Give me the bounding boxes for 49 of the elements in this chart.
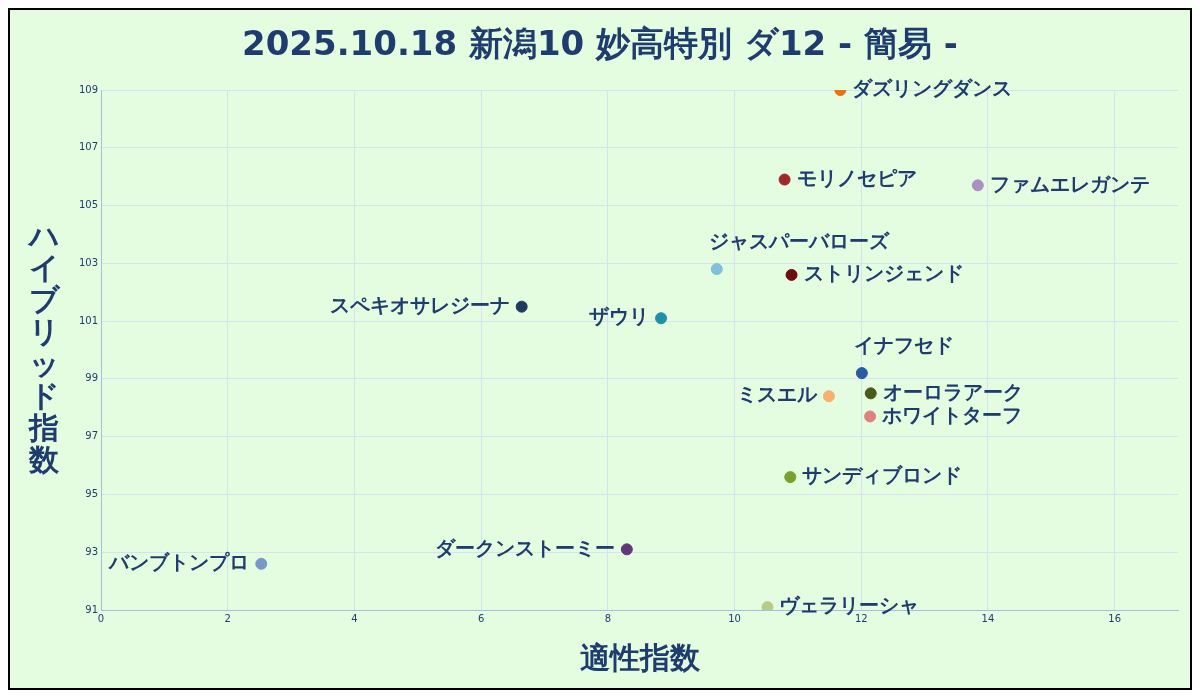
chart-title: 2025.10.18 新潟10 妙高特別 ダ12 - 簡易 - xyxy=(242,22,958,63)
point xyxy=(784,471,797,484)
series-label: ミスエル xyxy=(736,382,818,407)
series-label: バンブトンプロ xyxy=(108,549,250,574)
series-label: ジャスパーバローズ xyxy=(708,229,890,254)
y-tick-label: 91 xyxy=(85,603,98,615)
y-axis-title: ハイブリッド指数 xyxy=(26,217,61,477)
x-tick-label: 16 xyxy=(1108,612,1122,624)
x-tick-label: 4 xyxy=(351,612,358,624)
series-label: ストリンジェンド xyxy=(803,261,964,286)
point xyxy=(778,173,791,186)
y-tick-label: 99 xyxy=(85,372,98,384)
x-tick-label: 8 xyxy=(604,612,612,624)
x-tick-label: 2 xyxy=(224,612,231,624)
y-tick-label: 103 xyxy=(78,256,98,268)
series-label: イナフセド xyxy=(853,333,954,358)
x-axis-title: 適性指数 xyxy=(579,639,701,675)
y-tick-label: 107 xyxy=(78,141,98,153)
series-label: ザウリ xyxy=(589,304,650,329)
y-tick-label: 109 xyxy=(78,83,98,95)
y-tick-label: 97 xyxy=(85,430,98,442)
x-tick-label: 12 xyxy=(854,612,868,624)
point xyxy=(864,410,877,423)
point xyxy=(864,387,877,400)
point xyxy=(822,390,835,403)
series-label: ダークンストーミー xyxy=(434,535,615,560)
point xyxy=(855,367,868,380)
point xyxy=(620,543,633,556)
series-label: ファムエレガンテ xyxy=(989,171,1150,196)
y-tick-label: 101 xyxy=(78,314,98,326)
x-tick-label: 6 xyxy=(477,612,485,624)
series-label: ダズリングダンス xyxy=(852,76,1013,101)
y-tick-label: 93 xyxy=(85,545,98,557)
x-tick-label: 10 xyxy=(728,612,741,624)
point xyxy=(785,268,798,281)
point xyxy=(515,300,528,313)
point xyxy=(971,179,984,192)
point xyxy=(655,312,668,325)
series-label: スペキオサレジーナ xyxy=(329,292,510,317)
series-label: モリノセピア xyxy=(796,165,917,190)
point xyxy=(255,557,268,570)
y-tick-label: 95 xyxy=(85,488,98,500)
series-label: サンディブロンド xyxy=(802,463,963,488)
point xyxy=(710,263,723,276)
x-tick-label: 14 xyxy=(981,612,995,624)
y-tick-label: 105 xyxy=(78,199,98,211)
x-tick-label: 0 xyxy=(97,612,105,624)
series-label: オーロラアーク xyxy=(882,379,1023,404)
series-label: ホワイトターフ xyxy=(881,402,1023,427)
